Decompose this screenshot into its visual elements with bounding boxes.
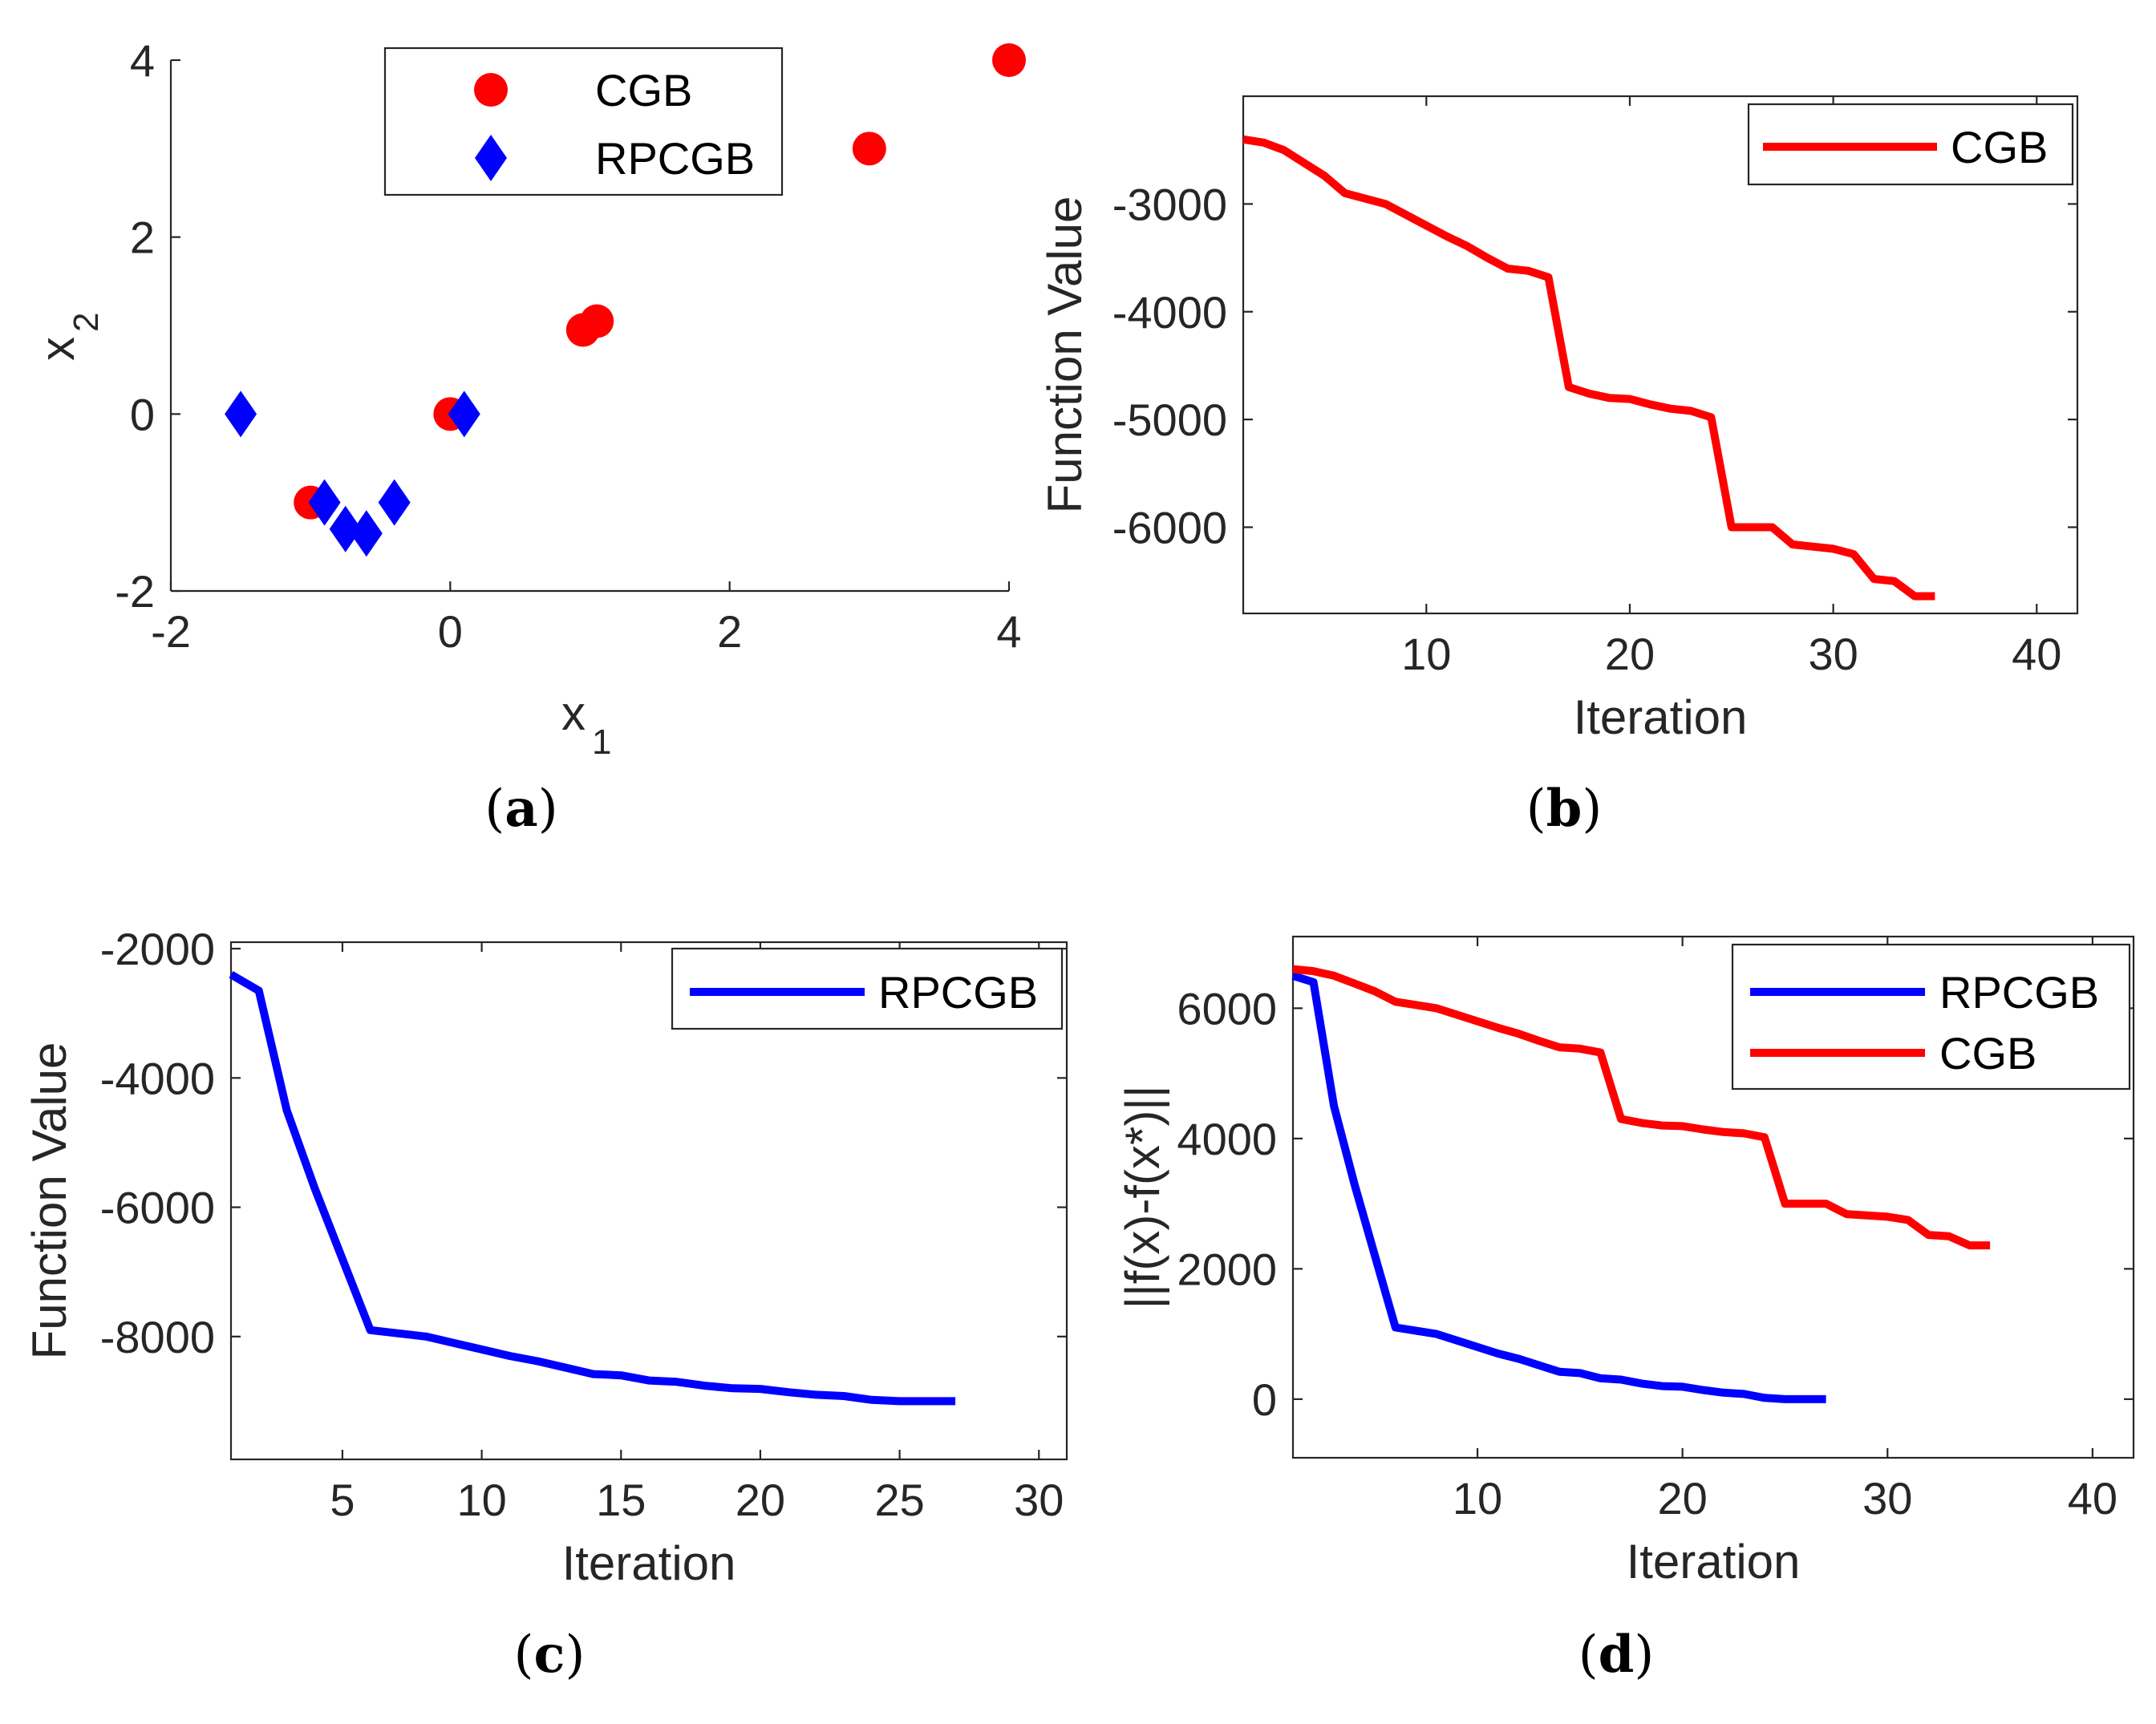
- x-tick-label: 30: [1014, 1475, 1064, 1525]
- x-tick-label: 40: [2068, 1473, 2118, 1524]
- y-axis-label: ||f(x)-f(x*)||: [1116, 1086, 1169, 1309]
- x-tick-label: -2: [151, 606, 191, 657]
- data-point-cgb: [992, 43, 1026, 77]
- data-point-cgb: [852, 132, 886, 166]
- panel-b: 10 20 30 40 -3000 -4000 -5000 -6000 Iteration Fun…: [1038, 95, 2079, 839]
- x-axis-label: Iteration: [562, 1536, 736, 1590]
- legend-label-cgb: CGB: [595, 65, 692, 115]
- axes-box: [229, 941, 1068, 1461]
- y-tick-label: -6000: [100, 1183, 215, 1233]
- data-point-rpcgb: [329, 505, 362, 552]
- legend-box: [1731, 943, 2131, 1091]
- x-tick-label: 10: [1401, 629, 1451, 679]
- series-line-rpcgb: [229, 970, 956, 1406]
- axes-box: [1242, 95, 2079, 615]
- panel-d: 10 20 30 40 0 2000 4000 6000 Iteration ||f(x)-f(x…: [1116, 935, 2135, 1685]
- panel-label: (b): [1526, 779, 1603, 839]
- y-tick-label: -5000: [1112, 395, 1227, 445]
- y-tick-label: -4000: [100, 1053, 215, 1103]
- y-axis-label-subscript: 2: [67, 313, 106, 332]
- x-axis-label-subscript: 1: [592, 722, 611, 762]
- series-line-cgb: [1292, 965, 1991, 1250]
- data-point-rpcgb: [378, 479, 411, 526]
- panel-label: (c): [514, 1625, 586, 1685]
- series-line-rpcgb: [1291, 972, 1826, 1403]
- x-tick-label: 30: [1862, 1473, 1912, 1524]
- x-tick-label: 15: [596, 1475, 646, 1525]
- data-point-rpcgb: [308, 479, 341, 526]
- y-tick-label: -3000: [1112, 179, 1227, 229]
- x-tick-label: 20: [1605, 629, 1655, 679]
- legend-label-rpcgb: RPCGB: [1939, 967, 2099, 1018]
- y-tick-label: -2: [115, 566, 155, 617]
- panel-label: (d): [1578, 1625, 1655, 1685]
- y-tick-label: -8000: [100, 1312, 215, 1362]
- x-tick-label: 10: [1453, 1473, 1502, 1524]
- x-tick-label: 2: [717, 606, 742, 657]
- x-tick-label: 4: [996, 606, 1021, 657]
- series-line-cgb: [1242, 135, 1935, 601]
- y-axis-label: Function Value: [1038, 196, 1092, 514]
- y-axis-label: Function Value: [22, 1042, 76, 1360]
- legend-label-cgb: CGB: [1951, 122, 2048, 172]
- x-tick-label: 5: [330, 1475, 355, 1525]
- y-tick-label: -6000: [1112, 503, 1227, 553]
- axes-box: [1291, 935, 2135, 1459]
- y-tick-label: 0: [1252, 1374, 1277, 1425]
- data-point-rpcgb: [448, 391, 480, 438]
- x-axis-label: Iteration: [1574, 690, 1748, 744]
- x-tick-label: 40: [2012, 629, 2061, 679]
- x-tick-label: 30: [1808, 629, 1858, 679]
- x-tick-label: 20: [736, 1475, 785, 1525]
- x-tick-label: 20: [1658, 1473, 1708, 1524]
- y-tick-label: 4000: [1177, 1114, 1277, 1164]
- y-tick-label: -2000: [100, 924, 215, 974]
- y-tick-label: 0: [130, 389, 155, 439]
- y-axis-label-group: x2: [30, 313, 106, 361]
- legend-label-rpcgb: RPCGB: [595, 133, 755, 184]
- x-tick-label: 25: [874, 1475, 924, 1525]
- legend-label-rpcgb: RPCGB: [878, 967, 1038, 1018]
- legend-label-cgb: CGB: [1939, 1028, 2036, 1079]
- data-point-cgb: [580, 304, 614, 338]
- legend-marker-rpcgb: [475, 135, 507, 181]
- y-tick-label: 2: [130, 212, 155, 263]
- panel-label: (a): [484, 779, 557, 839]
- y-axis-label: x: [30, 337, 84, 361]
- data-point-rpcgb: [350, 510, 383, 557]
- x-tick-label: 10: [456, 1475, 506, 1525]
- y-tick-label: 2000: [1177, 1244, 1277, 1294]
- legend-box: [383, 47, 784, 196]
- x-axis-label: Iteration: [1627, 1535, 1801, 1588]
- y-tick-label: 4: [130, 35, 155, 86]
- y-tick-label: -4000: [1112, 287, 1227, 338]
- x-axis-label: x: [561, 686, 586, 740]
- y-tick-label: 6000: [1177, 983, 1277, 1034]
- x-tick-label: 0: [438, 606, 463, 657]
- legend-marker-cgb: [474, 73, 508, 107]
- panel-c: 5 10 15 20 25 30 -2000 -4000 -6000 -8000 Iteration…: [22, 924, 1068, 1685]
- data-point-rpcgb: [225, 391, 257, 438]
